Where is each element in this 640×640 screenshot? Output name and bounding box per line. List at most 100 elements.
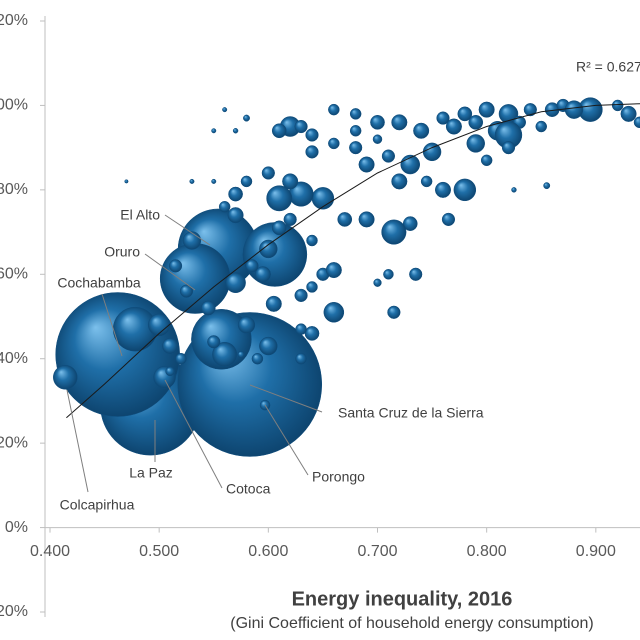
bubble xyxy=(420,175,433,188)
bubble xyxy=(294,119,308,134)
leader-line xyxy=(249,384,323,413)
bubble xyxy=(436,111,450,125)
x-tick-label: 0.700 xyxy=(357,543,397,560)
bubble xyxy=(501,141,516,155)
bubble xyxy=(182,231,202,250)
y-tick-label: 0% xyxy=(5,519,28,536)
bubble xyxy=(294,288,308,302)
bubble xyxy=(457,106,473,122)
bubble xyxy=(243,114,250,122)
bubble xyxy=(222,107,228,113)
bubble xyxy=(325,262,342,279)
y-tick-label: 40% xyxy=(0,350,28,367)
leader-line xyxy=(66,389,89,493)
bubble xyxy=(445,118,462,135)
bubble xyxy=(328,137,340,150)
bubble xyxy=(232,128,239,134)
bubble xyxy=(200,300,216,316)
bubble xyxy=(402,216,418,231)
bubble xyxy=(523,103,537,117)
bubble xyxy=(261,166,275,180)
bubble xyxy=(620,105,637,122)
y-tick-label: 20% xyxy=(0,434,28,451)
bubble xyxy=(306,234,318,247)
bubble xyxy=(207,335,221,349)
bubble xyxy=(466,134,485,153)
bubble xyxy=(212,341,238,367)
bubble xyxy=(225,272,246,293)
bubble xyxy=(259,336,278,356)
y-tick-label: 100% xyxy=(0,97,28,114)
y-tick-label: 80% xyxy=(0,181,28,198)
bubble xyxy=(381,219,407,245)
bubble xyxy=(349,141,363,155)
bubble xyxy=(211,128,217,134)
bubble xyxy=(305,145,319,159)
bubble xyxy=(254,266,271,283)
trendline xyxy=(66,103,640,419)
bubble xyxy=(373,278,382,287)
bubble xyxy=(311,187,335,210)
bubble xyxy=(370,114,385,130)
y-tick-label: 120% xyxy=(0,12,28,29)
bubble xyxy=(265,295,282,312)
bubble xyxy=(383,269,394,280)
bubble xyxy=(189,178,195,184)
bubble xyxy=(282,173,299,190)
x-tick-label: 0.800 xyxy=(467,543,507,560)
bubble xyxy=(295,352,307,365)
bubble-label: Cochabamba xyxy=(57,275,140,291)
bubble xyxy=(358,156,375,173)
bubble xyxy=(511,187,517,193)
bubble xyxy=(349,125,362,137)
bubble xyxy=(328,103,340,116)
x-tick-label: 0.500 xyxy=(139,543,179,560)
bubble xyxy=(237,351,245,358)
bubble xyxy=(468,114,484,130)
bubble xyxy=(175,352,187,365)
bubble xyxy=(306,281,318,293)
bubble xyxy=(409,267,423,281)
bubble-label: La Paz xyxy=(129,465,173,481)
bubble xyxy=(162,338,179,355)
bubble xyxy=(165,366,175,377)
bubble xyxy=(391,173,408,190)
bubble xyxy=(295,323,307,335)
bubble xyxy=(218,201,231,213)
bubble xyxy=(271,123,287,139)
x-tick-label: 0.400 xyxy=(30,543,70,560)
bubble xyxy=(305,128,319,142)
bubble xyxy=(435,181,451,198)
y-tick-label: 60% xyxy=(0,266,28,283)
bubble-label: El Alto xyxy=(120,207,160,223)
x-axis-subtitle: (Gini Coefficient of household energy co… xyxy=(230,615,593,632)
bubble xyxy=(271,220,287,236)
bubble xyxy=(323,302,345,323)
bubble xyxy=(147,313,171,337)
bubble-label: Oruro xyxy=(104,244,140,260)
bubble xyxy=(413,122,430,139)
leader-line xyxy=(264,404,309,476)
bubble xyxy=(179,284,194,298)
bubble xyxy=(227,207,244,224)
bubble xyxy=(168,259,183,273)
bubble xyxy=(611,99,624,112)
bubble xyxy=(259,239,278,259)
bubble xyxy=(453,178,477,202)
bubble xyxy=(124,179,129,184)
bubble xyxy=(237,316,256,334)
trendline-label: R² = 0.627 xyxy=(576,59,640,75)
x-axis-title: Energy inequality, 2016 xyxy=(292,588,513,610)
x-tick-label: 0.900 xyxy=(576,543,616,560)
bubble xyxy=(251,352,264,365)
bubble xyxy=(240,175,253,188)
bubble xyxy=(211,178,217,184)
leader-line xyxy=(101,293,123,357)
bubble xyxy=(535,120,547,133)
bubble xyxy=(564,100,584,119)
bubble xyxy=(543,182,551,190)
bubble xyxy=(358,211,375,228)
bubble xyxy=(337,212,353,227)
